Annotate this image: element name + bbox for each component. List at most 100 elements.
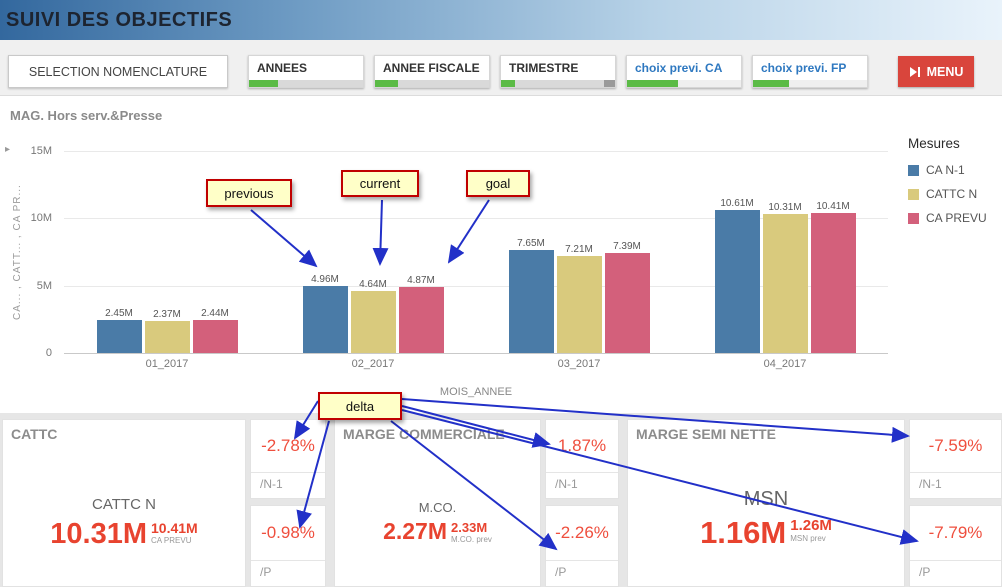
bar-value-label: 2.44M bbox=[201, 308, 229, 320]
bar-cattc-n[interactable] bbox=[762, 214, 808, 353]
selection-state-bar bbox=[753, 80, 867, 87]
delta-ref: /P bbox=[546, 560, 618, 586]
kpi-title: MARGE SEMI NETTE bbox=[636, 426, 777, 442]
filter-buttons: ANNEES ANNEE FISCALE TRIMESTRE choix previ.… bbox=[248, 55, 868, 88]
bar-ca-prevu[interactable] bbox=[604, 253, 650, 353]
bar-cattc-n[interactable] bbox=[144, 321, 190, 353]
legend-item[interactable]: CA N-1 bbox=[908, 163, 1000, 177]
bar-value-label: 10.61M bbox=[720, 198, 754, 210]
bar-ca-n-1[interactable] bbox=[302, 286, 348, 353]
gridline bbox=[64, 285, 888, 287]
legend-label: CATTC N bbox=[926, 187, 978, 201]
delta-value: -2.78% bbox=[261, 436, 315, 455]
delta-ref: /N-1 bbox=[546, 472, 618, 498]
filter-choix-previ-ca[interactable]: choix previ. CA bbox=[626, 55, 742, 88]
header-bar: SUIVI DES OBJECTIFS bbox=[0, 0, 1002, 40]
bar-group: 10.61M 10.31M 10.41M bbox=[682, 198, 888, 353]
delta-value: -7.79% bbox=[928, 523, 983, 542]
selection-segment bbox=[501, 80, 515, 87]
selection-state-bar bbox=[501, 80, 615, 87]
filter-annees[interactable]: ANNEES bbox=[248, 55, 364, 88]
delta-ref: /N-1 bbox=[910, 472, 1001, 498]
bar-value-label: 2.37M bbox=[153, 309, 181, 321]
y-tick-label: 15M bbox=[30, 145, 52, 157]
y-tick-label: 0 bbox=[45, 347, 52, 359]
delta-value: -2.26% bbox=[555, 523, 609, 542]
menu-label: MENU bbox=[926, 64, 964, 79]
selection-segment bbox=[277, 80, 363, 87]
delta-box-cattc-p: -0.98% /P bbox=[250, 505, 326, 587]
bar-value-label: 10.31M bbox=[768, 202, 802, 214]
legend-swatch bbox=[908, 164, 919, 176]
bar-value-label: 10.41M bbox=[816, 200, 850, 212]
bar-wrap: 2.37M bbox=[144, 309, 190, 353]
y-axis: 0 5M 10M 15M bbox=[0, 145, 58, 359]
bar-wrap: 7.21M bbox=[556, 243, 602, 353]
kpi-secondary-value: 10.41M bbox=[151, 520, 198, 536]
bar-value-label: 7.39M bbox=[613, 241, 641, 253]
legend-items: CA N-1 CATTC N CA PREVU bbox=[908, 163, 1000, 225]
bar-cattc-n[interactable] bbox=[556, 255, 602, 353]
bar-ca-n-1[interactable] bbox=[508, 249, 554, 353]
kpi-card-marge-semi-nette: MARGE SEMI NETTE MSN 1.16M 1.26M MSN pre… bbox=[627, 419, 905, 587]
selection-state-bar bbox=[627, 80, 741, 87]
bar-ca-prevu[interactable] bbox=[398, 287, 444, 353]
legend-item[interactable]: CA PREVU bbox=[908, 211, 1000, 225]
bar-ca-prevu[interactable] bbox=[192, 320, 238, 353]
bar-group: 4.96M 4.64M 4.87M bbox=[270, 274, 476, 353]
selection-segment bbox=[514, 80, 604, 87]
kpi-content: MSN 1.16M 1.26M MSN prev bbox=[628, 488, 904, 548]
selection-state-bar bbox=[375, 80, 489, 87]
bar-ca-prevu[interactable] bbox=[810, 212, 856, 353]
filter-toolbar: SELECTION NOMENCLATURE ANNEES ANNEE FISCA… bbox=[0, 40, 1002, 96]
y-tick-label: 5M bbox=[36, 279, 52, 292]
bar-ca-n-1[interactable] bbox=[714, 210, 760, 353]
y-tick-label: 10M bbox=[30, 212, 52, 225]
filter-annee-fiscale[interactable]: ANNEE FISCALE bbox=[374, 55, 490, 88]
selection-segment bbox=[627, 80, 679, 87]
filter-label: ANNEES bbox=[257, 61, 308, 75]
bar-wrap: 4.87M bbox=[398, 275, 444, 353]
filter-trimestre[interactable]: TRIMESTRE bbox=[500, 55, 616, 88]
annotation-previous: previous bbox=[206, 179, 292, 207]
x-axis: 01_2017 02_2017 03_2017 04_2017 bbox=[64, 358, 888, 370]
bar-wrap: 7.39M bbox=[604, 241, 650, 353]
x-axis-title: MOIS_ANNEE bbox=[439, 386, 513, 398]
kpi-card-cattc: CATTC CATTC N 10.31M 10.41M CA PREVU bbox=[2, 419, 246, 587]
kpi-card-marge-commerciale: MARGE COMMERCIALE M.CO. 2.27M 2.33M M.CO… bbox=[334, 419, 541, 587]
bar-group: 7.65M 7.21M 7.39M bbox=[476, 238, 682, 353]
selection-state-bar bbox=[249, 80, 363, 87]
delta-ref: /N-1 bbox=[251, 472, 325, 498]
bar-wrap: 2.44M bbox=[192, 308, 238, 353]
filter-label: choix previ. FP bbox=[761, 61, 847, 75]
legend-swatch bbox=[908, 188, 919, 200]
kpi-secondary-value: 2.33M bbox=[451, 520, 488, 535]
bar-wrap: 2.45M bbox=[96, 308, 142, 353]
selection-segment bbox=[375, 80, 398, 87]
bar-wrap: 4.64M bbox=[350, 278, 396, 353]
bar-value-label: 7.65M bbox=[517, 237, 545, 249]
delta-value: 1.87% bbox=[557, 436, 607, 455]
kpi-value: 2.27M bbox=[383, 518, 448, 544]
bar-value-label: 4.64M bbox=[359, 278, 387, 290]
legend-item[interactable]: CATTC N bbox=[908, 187, 1000, 201]
bar-cattc-n[interactable] bbox=[350, 290, 396, 353]
chart-panel: MAG. Hors serv.&Presse ▸ CA... , CATT...… bbox=[0, 96, 1002, 413]
filter-choix-previ-fp[interactable]: choix previ. FP bbox=[752, 55, 868, 88]
delta-box-mco-p: -2.26% /P bbox=[545, 505, 619, 587]
kpi-content: CATTC N 10.31M 10.41M CA PREVU bbox=[3, 496, 245, 549]
x-tick-label: 04_2017 bbox=[763, 358, 807, 370]
gridline bbox=[64, 151, 888, 152]
kpi-secondary-label: MSN prev bbox=[790, 533, 826, 543]
kpi-content: M.CO. 2.27M 2.33M M.CO. prev bbox=[335, 500, 540, 544]
chevron-right-icon[interactable]: ▸ bbox=[5, 144, 11, 155]
bar-ca-n-1[interactable] bbox=[96, 320, 142, 353]
bar-value-label: 7.21M bbox=[565, 243, 593, 255]
selection-segment bbox=[249, 80, 278, 87]
selection-nomenclature-button[interactable]: SELECTION NOMENCLATURE bbox=[8, 55, 228, 88]
menu-icon bbox=[909, 66, 920, 77]
delta-box-msn-n1: -7.59% /N-1 bbox=[909, 419, 1002, 499]
menu-button[interactable]: MENU bbox=[898, 56, 974, 87]
delta-value: -7.59% bbox=[928, 436, 983, 455]
kpi-measure-label: MSN bbox=[743, 488, 789, 510]
